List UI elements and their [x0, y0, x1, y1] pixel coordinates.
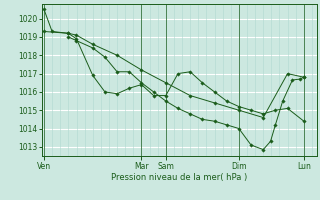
X-axis label: Pression niveau de la mer( hPa ): Pression niveau de la mer( hPa ): [111, 173, 247, 182]
